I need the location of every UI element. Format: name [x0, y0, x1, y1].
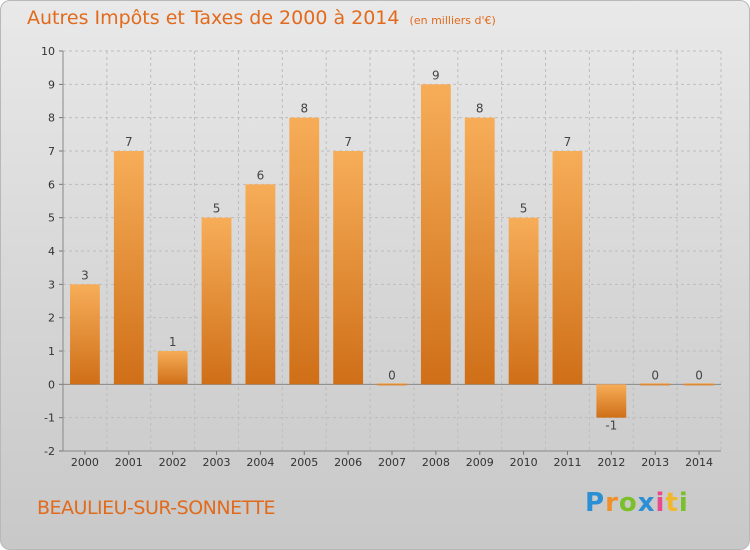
y-tick-label: 8	[48, 112, 55, 125]
data-label: -1	[605, 419, 617, 433]
data-label: 1	[169, 335, 177, 349]
data-label: 3	[81, 268, 89, 282]
logo-letter: x	[637, 488, 656, 518]
y-tick-label: -2	[44, 445, 55, 458]
data-label: 7	[344, 135, 352, 149]
x-tick-label: 2012	[597, 456, 625, 469]
x-tick-label: 2013	[641, 456, 669, 469]
data-label: 5	[213, 202, 221, 216]
chart-title: Autres Impôts et Taxes de 2000 à 2014 (e…	[27, 7, 496, 29]
data-label: 7	[125, 135, 133, 149]
y-tick-label: -1	[44, 412, 55, 425]
y-tick-label: 1	[48, 345, 55, 358]
y-tick-label: 10	[41, 45, 55, 58]
bar-2012	[596, 384, 627, 418]
x-tick-label: 2009	[466, 456, 494, 469]
x-tick-label: 2001	[115, 456, 143, 469]
y-tick-label: 6	[48, 178, 55, 191]
x-tick-label: 2010	[510, 456, 538, 469]
bar-2001	[113, 151, 144, 385]
x-tick-label: 2007	[378, 456, 406, 469]
logo-letter: o	[618, 488, 638, 518]
bar-2010	[508, 217, 539, 385]
data-label: 6	[257, 168, 265, 182]
x-tick-label: 2014	[685, 456, 713, 469]
data-label: 0	[651, 368, 659, 382]
data-label: 9	[432, 68, 440, 82]
logo-letter: r	[605, 488, 619, 518]
x-tick-label: 2002	[159, 456, 187, 469]
logo-letter: i	[655, 488, 666, 518]
x-tick-label: 2003	[203, 456, 231, 469]
data-label: 8	[476, 102, 484, 116]
commune-name: BEAULIEU-SUR-SONNETTE	[37, 497, 275, 519]
data-label: 0	[695, 368, 703, 382]
y-tick-label: 7	[48, 145, 55, 158]
bar-2011	[552, 151, 583, 385]
data-label: 0	[388, 368, 396, 382]
bar-2004	[245, 184, 276, 385]
bar-2008	[420, 84, 451, 385]
bar-2002	[157, 351, 188, 385]
x-tick-label: 2006	[334, 456, 362, 469]
data-label: 8	[300, 102, 308, 116]
bar-2007	[377, 383, 407, 386]
bar-2003	[201, 217, 232, 385]
logo-letter: i	[678, 488, 689, 518]
proxiti-logo[interactable]: Proxiti	[585, 488, 689, 518]
bars-layer	[70, 84, 714, 418]
labels-layer: 3 2000 7 2001 1 2002 5 2003 6 2004 8 2005 7 2006 0 2007…	[71, 68, 713, 469]
bar-2006	[333, 151, 364, 385]
x-tick-label: 2005	[290, 456, 318, 469]
data-label: 5	[520, 202, 528, 216]
logo-letter: P	[585, 488, 606, 518]
bar-2005	[289, 117, 320, 385]
chart-title-text: Autres Impôts et Taxes de 2000 à 2014	[27, 7, 400, 29]
y-tick-label: 2	[48, 312, 55, 325]
bar-2013	[640, 383, 671, 386]
x-tick-label: 2000	[71, 456, 99, 469]
logo-letter: t	[665, 488, 679, 518]
data-label: 7	[564, 135, 572, 149]
bar-2000	[70, 284, 100, 385]
bar-2009	[464, 117, 495, 385]
x-tick-label: 2008	[422, 456, 450, 469]
bar-2014	[684, 383, 714, 386]
y-tick-label: 0	[48, 378, 55, 391]
y-tick-label: 4	[48, 245, 55, 258]
y-tick-label: 5	[48, 212, 55, 225]
x-tick-label: 2004	[246, 456, 274, 469]
x-tick-label: 2011	[553, 456, 581, 469]
chart-subtitle: (en milliers d'€)	[409, 14, 496, 27]
y-tick-label: 9	[48, 78, 55, 91]
y-tick-label: 3	[48, 278, 55, 291]
